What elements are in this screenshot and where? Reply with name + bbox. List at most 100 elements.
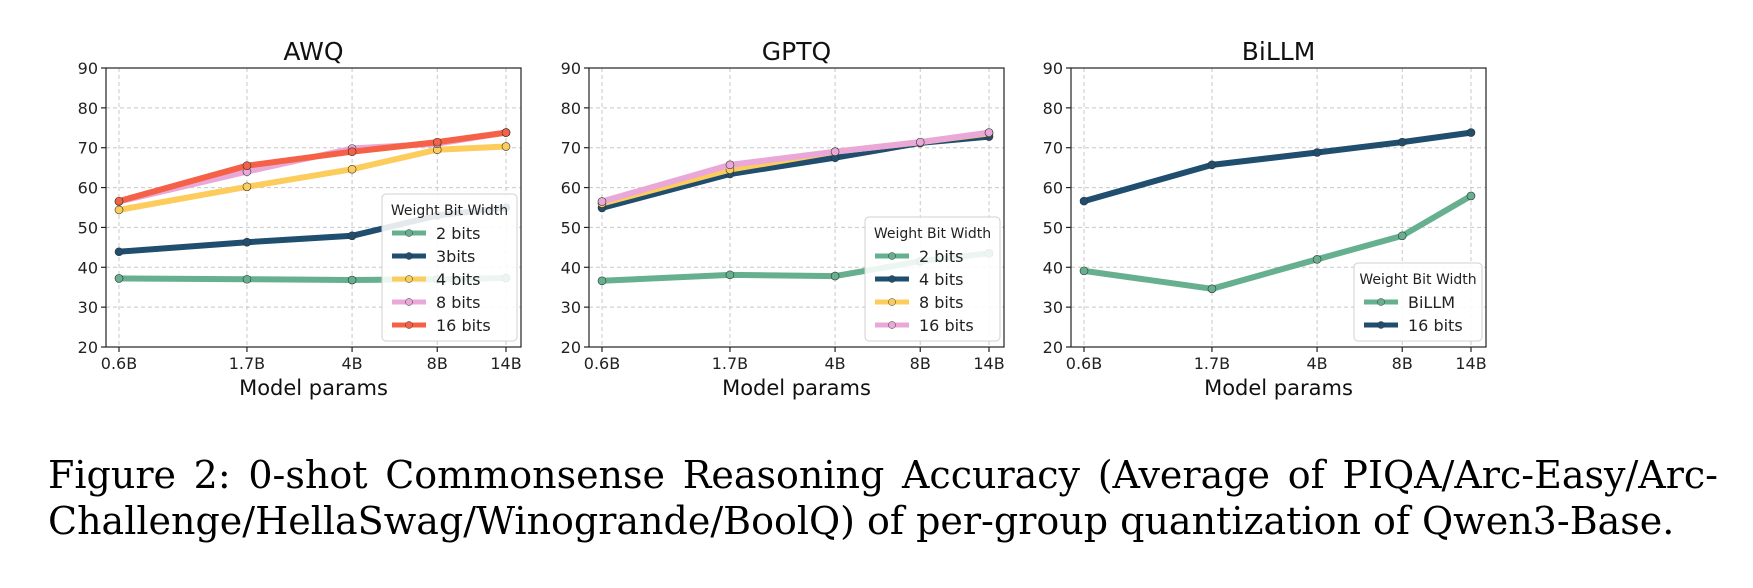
chart-title: AWQ (283, 37, 343, 66)
plot-frame (588, 67, 1005, 348)
legend-marker (405, 252, 413, 260)
data-point (597, 197, 607, 206)
legend-title: Weight Bit Width (874, 226, 991, 242)
chart-title: GPTQ (762, 37, 831, 66)
y-tick-label: 30 (561, 298, 581, 317)
y-tick-label: 30 (1043, 298, 1063, 317)
data-point (1466, 191, 1476, 201)
x-axis-label: Model params (722, 376, 871, 400)
legend-label: 16 bits (1408, 316, 1463, 335)
y-tick-label: 60 (78, 179, 98, 198)
legend-label: 16 bits (436, 316, 491, 335)
y-tick-label: 70 (78, 139, 98, 158)
data-point (501, 128, 511, 137)
data-point (347, 231, 357, 241)
legend: Weight Bit Width 2 bits 3bits 4 bits 8 bits 1… (381, 193, 518, 342)
legend: Weight Bit Width BiLLM 16 bits (1353, 262, 1483, 342)
legend: Weight Bit Width 2 bits 4 bits 8 bits 16 bit… (864, 216, 1001, 342)
y-tick-label: 40 (78, 258, 98, 277)
data-point (725, 270, 735, 280)
legend-box (1353, 262, 1483, 342)
x-tick-label: 0.6B (101, 354, 137, 373)
legend-marker (405, 275, 413, 283)
chart-title: BiLLM (1242, 37, 1316, 66)
legend-marker (405, 321, 413, 329)
x-tick-label: 1.7B (229, 354, 265, 373)
legend-marker (888, 275, 896, 283)
data-point (242, 182, 252, 192)
y-tick-label: 20 (1043, 338, 1063, 357)
data-point (597, 276, 607, 286)
legend-label: 2 bits (436, 224, 480, 243)
y-tick-label: 70 (561, 139, 581, 158)
data-point (1207, 160, 1217, 170)
legend-marker (405, 229, 413, 237)
x-tick-label: 4B (825, 354, 846, 373)
figure-caption: Figure 2: 0-shot Commonsense Reasoning A… (48, 453, 1718, 543)
y-tick-label: 90 (1043, 59, 1063, 78)
legend-marker (888, 298, 896, 306)
y-tick-label: 80 (1043, 99, 1063, 118)
data-point (114, 205, 124, 215)
legend-label: 8 bits (919, 293, 963, 312)
x-tick-label: 8B (427, 354, 448, 373)
data-point (1397, 137, 1407, 147)
x-tick-label: 1.7B (1194, 354, 1230, 373)
data-point (830, 271, 840, 281)
legend-marker (1377, 321, 1385, 329)
data-point (114, 247, 124, 257)
data-point (984, 128, 994, 137)
data-point (1079, 266, 1089, 276)
x-tick-label: 4B (342, 354, 363, 373)
data-point (347, 275, 357, 285)
x-tick-label: 14B (973, 354, 1004, 373)
data-point (347, 147, 357, 156)
figure-charts: 20 30 40 50 60 70 80 90 0.6B 1.7B 4B 8B 14B AWQ Model … (78, 37, 1487, 400)
x-tick-label: 0.6B (584, 354, 620, 373)
legend-title: Weight Bit Width (1359, 272, 1476, 288)
y-tick-label: 50 (561, 218, 581, 237)
data-point (501, 142, 511, 151)
data-point (1207, 284, 1217, 294)
data-point (1397, 231, 1407, 241)
legend-label: 2 bits (919, 247, 963, 266)
data-point (915, 137, 925, 147)
chart-panel-2: 20 30 40 50 60 70 80 90 0.6B 1.7B 4B 8B 14B GPTQ Model… (561, 37, 1005, 400)
plot-frame (105, 67, 522, 348)
y-tick-label: 30 (78, 298, 98, 317)
data-point (432, 137, 442, 147)
data-point (1312, 148, 1322, 157)
x-tick-label: 8B (910, 354, 931, 373)
x-tick-label: 14B (1455, 354, 1486, 373)
y-tick-label: 20 (561, 338, 581, 357)
y-tick-label: 80 (78, 99, 98, 118)
series-line-16-bits (1081, 129, 1474, 205)
data-point (725, 160, 735, 170)
data-point (830, 147, 840, 156)
y-tick-label: 90 (78, 59, 98, 78)
y-tick-label: 60 (1043, 179, 1063, 198)
y-tick-label: 20 (78, 338, 98, 357)
plot-frame (1070, 67, 1487, 348)
y-tick-label: 60 (561, 179, 581, 198)
y-tick-label: 90 (561, 59, 581, 78)
legend-marker (1377, 298, 1385, 306)
data-point (347, 164, 357, 174)
legend-label: 16 bits (919, 316, 974, 335)
x-axis-label: Model params (1204, 376, 1353, 400)
legend-marker (888, 321, 896, 329)
y-tick-label: 50 (78, 218, 98, 237)
data-point (242, 274, 252, 284)
chart-panel-1: 20 30 40 50 60 70 80 90 0.6B 1.7B 4B 8B 14B AWQ Model … (78, 37, 522, 400)
x-tick-label: 4B (1307, 354, 1328, 373)
data-point (1312, 255, 1322, 264)
x-tick-label: 1.7B (712, 354, 748, 373)
legend-marker (888, 252, 896, 260)
y-tick-label: 40 (1043, 258, 1063, 277)
legend-label: 4 bits (919, 270, 963, 289)
data-point (1466, 128, 1476, 137)
data-point (114, 274, 124, 283)
data-point (1079, 196, 1089, 206)
data-point (242, 237, 252, 247)
legend-label: BiLLM (1408, 293, 1455, 312)
